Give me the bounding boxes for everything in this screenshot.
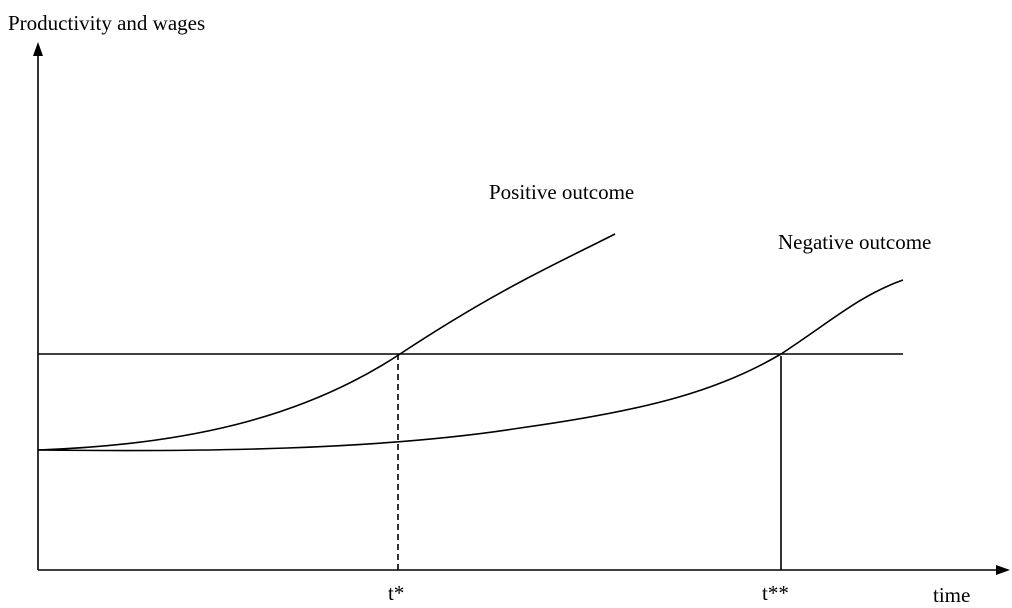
x-arrow (996, 565, 1010, 575)
x-axis-label: time (933, 583, 970, 607)
positive-label: Positive outcome (489, 180, 634, 204)
y-axis-label: Productivity and wages (8, 11, 205, 35)
negative-curve (37, 279, 904, 452)
y-arrow (33, 42, 43, 56)
t-double-star-label: t** (762, 581, 789, 605)
t-star-label: t* (388, 581, 404, 605)
positive-curve (37, 233, 616, 451)
negative-label: Negative outcome (778, 230, 931, 254)
